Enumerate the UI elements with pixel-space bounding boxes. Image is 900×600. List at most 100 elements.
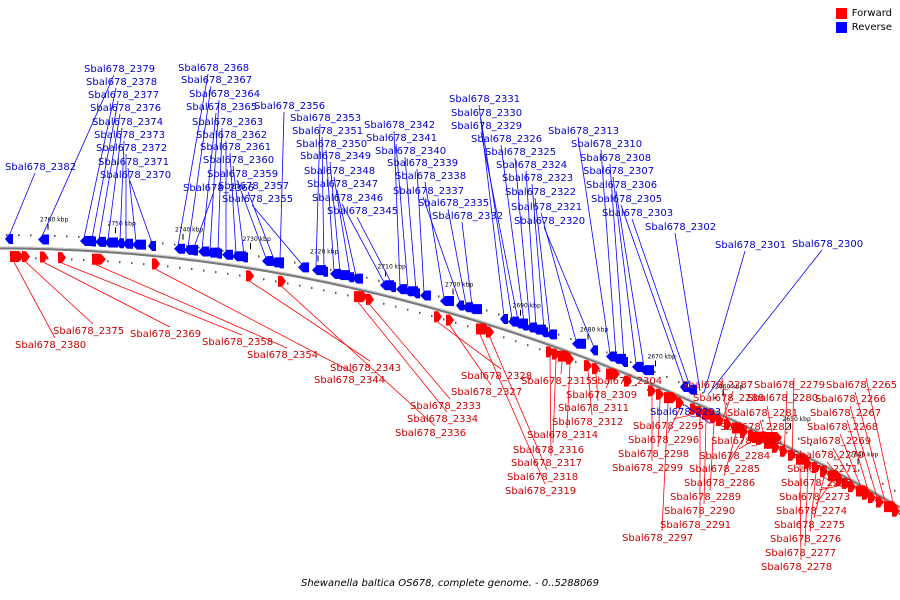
- forward-gene-label[interactable]: Sbal678_2304: [591, 376, 662, 387]
- forward-gene-label[interactable]: Sbal678_2267: [810, 408, 881, 419]
- reverse-gene-label[interactable]: Sbal678_2357: [218, 181, 289, 192]
- reverse-gene-arrow[interactable]: [198, 246, 209, 257]
- reverse-gene-arrow[interactable]: [5, 234, 13, 245]
- reverse-gene-label[interactable]: Sbal678_2356: [254, 101, 325, 112]
- reverse-gene-label[interactable]: Sbal678_2347: [307, 179, 378, 190]
- forward-gene-label[interactable]: Sbal678_2266: [815, 394, 886, 405]
- reverse-gene-label[interactable]: Sbal678_2293: [650, 407, 721, 418]
- reverse-gene-label[interactable]: Sbal678_2359: [207, 169, 278, 180]
- reverse-gene-label[interactable]: Sbal678_2301: [715, 240, 786, 251]
- reverse-gene-label[interactable]: Sbal678_2355: [222, 194, 293, 205]
- reverse-gene-arrow[interactable]: [320, 266, 328, 277]
- reverse-gene-label[interactable]: Sbal678_2360: [203, 155, 274, 166]
- reverse-gene-label[interactable]: Sbal678_2346: [312, 193, 383, 204]
- reverse-gene-label[interactable]: Sbal678_2302: [645, 222, 716, 233]
- forward-gene-label[interactable]: Sbal678_2287: [682, 380, 753, 391]
- reverse-gene-arrow[interactable]: [276, 258, 284, 269]
- forward-gene-label[interactable]: Sbal678_2277: [765, 548, 836, 559]
- forward-gene-label[interactable]: Sbal678_2296: [628, 435, 699, 446]
- reverse-gene-label[interactable]: Sbal678_2320: [514, 216, 585, 227]
- forward-gene-arrow[interactable]: [40, 251, 48, 263]
- reverse-gene-label[interactable]: Sbal678_2367: [181, 75, 252, 86]
- forward-gene-arrow[interactable]: [772, 441, 780, 453]
- reverse-gene-label[interactable]: Sbal678_2337: [393, 186, 464, 197]
- reverse-gene-arrow[interactable]: [122, 238, 133, 249]
- forward-gene-label[interactable]: Sbal678_2319: [505, 486, 576, 497]
- forward-gene-arrow[interactable]: [354, 291, 368, 303]
- reverse-gene-arrow[interactable]: [420, 290, 431, 301]
- forward-gene-label[interactable]: Sbal678_2284: [699, 451, 770, 462]
- forward-gene-label[interactable]: Sbal678_2295: [633, 421, 704, 432]
- forward-gene-label[interactable]: Sbal678_2369: [130, 329, 201, 340]
- reverse-gene-arrow[interactable]: [352, 273, 363, 284]
- reverse-gene-label[interactable]: Sbal678_2368: [178, 63, 249, 74]
- forward-gene-label[interactable]: Sbal678_2297: [622, 533, 693, 544]
- reverse-gene-label[interactable]: Sbal678_2324: [496, 160, 567, 171]
- reverse-gene-arrow[interactable]: [540, 327, 548, 338]
- reverse-gene-arrow[interactable]: [680, 381, 688, 392]
- forward-gene-arrow[interactable]: [648, 385, 656, 397]
- forward-gene-label[interactable]: Sbal678_2282: [720, 422, 791, 433]
- reverse-gene-label[interactable]: Sbal678_2323: [502, 173, 573, 184]
- forward-gene-arrow[interactable]: [246, 270, 254, 282]
- forward-gene-label[interactable]: Sbal678_2289: [670, 492, 741, 503]
- reverse-gene-label[interactable]: Sbal678_2361: [200, 142, 271, 153]
- reverse-gene-arrow[interactable]: [546, 329, 557, 340]
- reverse-gene-label[interactable]: Sbal678_2329: [451, 121, 522, 132]
- forward-gene-label[interactable]: Sbal678_2315: [521, 376, 592, 387]
- reverse-gene-label[interactable]: Sbal678_2313: [548, 126, 619, 137]
- reverse-gene-label[interactable]: Sbal678_2376: [90, 103, 161, 114]
- reverse-gene-arrow[interactable]: [520, 320, 528, 331]
- reverse-gene-label[interactable]: Sbal678_2374: [92, 117, 163, 128]
- forward-gene-label[interactable]: Sbal678_2270: [793, 450, 864, 461]
- forward-gene-arrow[interactable]: [876, 496, 884, 508]
- reverse-gene-label[interactable]: Sbal678_2307: [583, 166, 654, 177]
- forward-gene-label[interactable]: Sbal678_2279: [754, 380, 825, 391]
- reverse-gene-label[interactable]: Sbal678_2326: [471, 134, 542, 145]
- forward-gene-label[interactable]: Sbal678_2291: [660, 520, 731, 531]
- forward-gene-label[interactable]: Sbal678_2312: [552, 417, 623, 428]
- reverse-gene-label[interactable]: Sbal678_2338: [395, 171, 466, 182]
- forward-gene-arrow[interactable]: [446, 314, 454, 326]
- forward-gene-label[interactable]: Sbal678_2343: [330, 363, 401, 374]
- forward-gene-label[interactable]: Sbal678_2336: [395, 428, 466, 439]
- forward-gene-label[interactable]: Sbal678_2316: [513, 445, 584, 456]
- reverse-gene-label[interactable]: Sbal678_2342: [364, 120, 435, 131]
- forward-gene-label[interactable]: Sbal678_2286: [684, 478, 755, 489]
- reverse-gene-arrow[interactable]: [468, 304, 482, 315]
- reverse-gene-label[interactable]: Sbal678_2372: [96, 143, 167, 154]
- forward-gene-label[interactable]: Sbal678_2273: [779, 492, 850, 503]
- reverse-gene-arrow[interactable]: [88, 236, 96, 247]
- forward-gene-label[interactable]: Sbal678_2344: [314, 375, 385, 386]
- reverse-gene-label[interactable]: Sbal678_2303: [602, 208, 673, 219]
- reverse-gene-label[interactable]: Sbal678_2305: [591, 194, 662, 205]
- forward-gene-arrow[interactable]: [152, 258, 160, 270]
- forward-gene-arrow[interactable]: [716, 415, 724, 427]
- reverse-gene-label[interactable]: Sbal678_2382: [5, 162, 76, 173]
- forward-gene-label[interactable]: Sbal678_2290: [664, 506, 735, 517]
- reverse-gene-label[interactable]: Sbal678_2351: [292, 126, 363, 137]
- reverse-gene-arrow[interactable]: [214, 248, 222, 259]
- reverse-gene-label[interactable]: Sbal678_2322: [505, 187, 576, 198]
- forward-gene-label[interactable]: Sbal678_2358: [202, 337, 273, 348]
- forward-gene-label[interactable]: Sbal678_2334: [407, 414, 478, 425]
- reverse-gene-label[interactable]: Sbal678_2330: [451, 108, 522, 119]
- forward-gene-label[interactable]: Sbal678_2272: [781, 478, 852, 489]
- forward-gene-label[interactable]: Sbal678_2354: [247, 350, 318, 361]
- forward-gene-arrow[interactable]: [278, 275, 286, 287]
- reverse-gene-arrow[interactable]: [440, 295, 454, 306]
- forward-gene-label[interactable]: Sbal678_2278: [761, 562, 832, 573]
- forward-gene-arrow[interactable]: [366, 293, 374, 305]
- reverse-gene-label[interactable]: Sbal678_2300: [792, 239, 863, 250]
- forward-gene-arrow[interactable]: [606, 368, 620, 380]
- forward-gene-arrow[interactable]: [566, 353, 574, 365]
- forward-gene-label[interactable]: Sbal678_2327: [451, 387, 522, 398]
- forward-gene-arrow[interactable]: [58, 252, 66, 264]
- forward-gene-arrow[interactable]: [724, 418, 732, 430]
- forward-gene-label[interactable]: Sbal678_2271: [787, 464, 858, 475]
- forward-gene-label[interactable]: Sbal678_2274: [776, 506, 847, 517]
- reverse-gene-label[interactable]: Sbal678_2349: [300, 151, 371, 162]
- reverse-gene-label[interactable]: Sbal678_2378: [86, 77, 157, 88]
- forward-gene-label[interactable]: Sbal678_2317: [511, 458, 582, 469]
- forward-gene-label[interactable]: Sbal678_2299: [612, 463, 683, 474]
